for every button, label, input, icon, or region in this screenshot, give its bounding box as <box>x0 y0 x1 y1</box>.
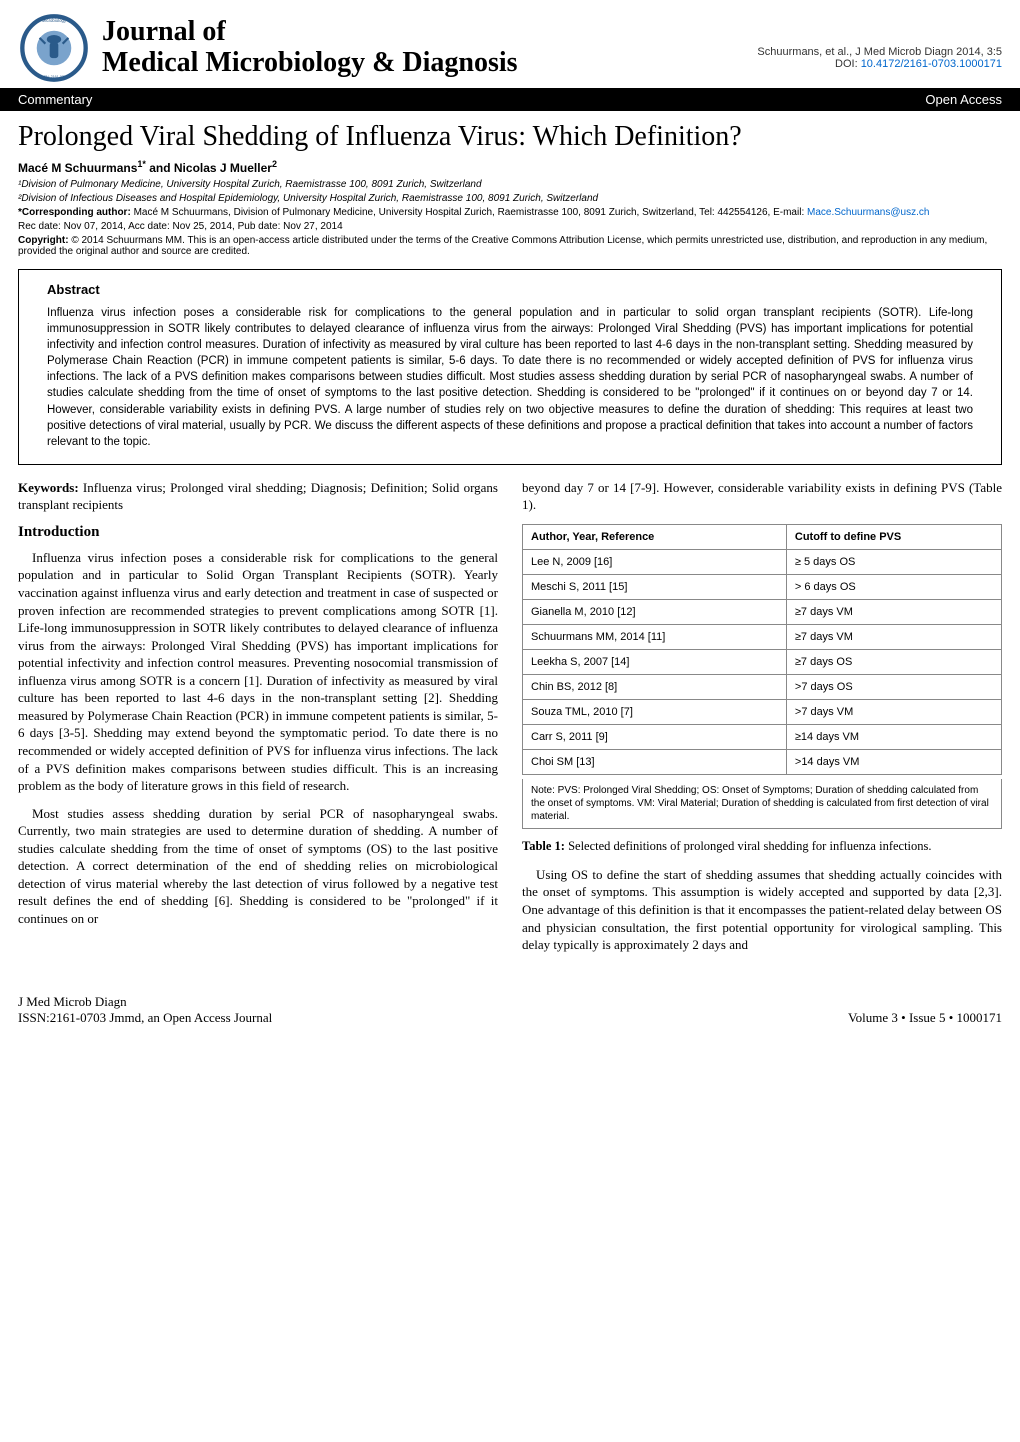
table-cell: >7 days OS <box>786 674 1001 699</box>
table-cell: Chin BS, 2012 [8] <box>523 674 787 699</box>
table-cell: Souza TML, 2010 [7] <box>523 699 787 724</box>
keywords-text: Influenza virus; Prolonged viral sheddin… <box>18 480 498 513</box>
table-caption-label: Table 1: <box>522 839 568 853</box>
table-cell: ≥ 5 days OS <box>786 549 1001 574</box>
right-top-para: beyond day 7 or 14 [7-9]. However, consi… <box>522 479 1002 514</box>
table-cell: ≥7 days OS <box>786 649 1001 674</box>
table-cell: Gianella M, 2010 [12] <box>523 599 787 624</box>
corr-text: Macé M Schuurmans, Division of Pulmonary… <box>134 207 807 218</box>
table-cell: Carr S, 2011 [9] <box>523 724 787 749</box>
journal-logo-icon: Microbiology ISSN: 2161-0703 <box>18 12 90 84</box>
doi-label: DOI: <box>835 58 861 70</box>
svg-text:ISSN: 2161-0703: ISSN: 2161-0703 <box>40 75 68 79</box>
journal-name-line1: Journal of <box>102 17 757 48</box>
table-row: Meschi S, 2011 [15]> 6 days OS <box>523 574 1002 599</box>
author-1: Macé M Schuurmans <box>18 161 137 175</box>
authors-line: Macé M Schuurmans1* and Nicolas J Muelle… <box>0 159 1020 179</box>
copyright-text: © 2014 Schuurmans MM. This is an open-ac… <box>18 235 987 257</box>
table-cell: ≥7 days VM <box>786 599 1001 624</box>
table-cell: > 6 days OS <box>786 574 1001 599</box>
author-2-sup: 2 <box>272 159 277 169</box>
citation-text: Schuurmans, et al., J Med Microb Diagn 2… <box>757 46 1002 58</box>
intro-para-2: Most studies assess shedding duration by… <box>18 805 498 928</box>
corresponding-author: *Corresponding author: Macé M Schuurmans… <box>0 207 1020 221</box>
author-1-sup: 1* <box>137 159 146 169</box>
journal-name-line2: Medical Microbiology & Diagnosis <box>102 48 757 79</box>
table-cell: ≥14 days VM <box>786 724 1001 749</box>
dates-text: Rec date: Nov 07, 2014, Acc date: Nov 25… <box>18 221 343 232</box>
table-footnote: Note: PVS: Prolonged Viral Shedding; OS:… <box>522 779 1002 829</box>
footer-issn: ISSN:2161-0703 Jmmd, an Open Access Jour… <box>18 1010 272 1026</box>
footer-volume: Volume 3 • Issue 5 • 1000171 <box>848 1010 1002 1026</box>
table-cell: >7 days VM <box>786 699 1001 724</box>
table-col-1-header: Author, Year, Reference <box>523 524 787 549</box>
table-row: Schuurmans MM, 2014 [11]≥7 days VM <box>523 624 1002 649</box>
doi-link[interactable]: 10.4172/2161-0703.1000171 <box>861 58 1002 70</box>
author-and: and Nicolas J Mueller <box>146 161 272 175</box>
table-row: Choi SM [13]>14 days VM <box>523 749 1002 774</box>
footer-journal-abbrev: J Med Microb Diagn <box>18 994 272 1010</box>
header-citation-block: Schuurmans, et al., J Med Microb Diagn 2… <box>757 26 1002 70</box>
page-footer: J Med Microb Diagn ISSN:2161-0703 Jmmd, … <box>0 964 1020 1040</box>
article-type: Commentary <box>18 92 92 107</box>
table-caption-text: Selected definitions of prolonged viral … <box>568 839 931 853</box>
intro-heading: Introduction <box>18 524 498 541</box>
abstract-box: Abstract Influenza virus infection poses… <box>18 269 1002 465</box>
right-column: beyond day 7 or 14 [7-9]. However, consi… <box>522 479 1002 964</box>
table-cell: Lee N, 2009 [16] <box>523 549 787 574</box>
table-cell: ≥7 days VM <box>786 624 1001 649</box>
table-cell: Leekha S, 2007 [14] <box>523 649 787 674</box>
abstract-heading: Abstract <box>47 282 973 297</box>
keywords-para: Keywords: Influenza virus; Prolonged vir… <box>18 479 498 514</box>
page-header: Microbiology ISSN: 2161-0703 Journal of … <box>0 0 1020 84</box>
table-row: Souza TML, 2010 [7]>7 days VM <box>523 699 1002 724</box>
article-dates: Rec date: Nov 07, 2014, Acc date: Nov 25… <box>0 221 1020 235</box>
table-header-row: Author, Year, Reference Cutoff to define… <box>523 524 1002 549</box>
corr-email-link[interactable]: Mace.Schuurmans@usz.ch <box>807 207 929 218</box>
table-cell: >14 days VM <box>786 749 1001 774</box>
copyright-line: Copyright: © 2014 Schuurmans MM. This is… <box>0 235 1020 265</box>
table-1-caption: Table 1: Selected definitions of prolong… <box>522 839 1002 854</box>
doi-line: DOI: 10.4172/2161-0703.1000171 <box>757 58 1002 70</box>
section-type-bar: Commentary Open Access <box>0 88 1020 111</box>
affiliation-2: ²Division of Infectious Diseases and Hos… <box>0 193 1020 207</box>
table-row: Gianella M, 2010 [12]≥7 days VM <box>523 599 1002 624</box>
svg-text:Microbiology: Microbiology <box>42 18 67 23</box>
table-col-2-header: Cutoff to define PVS <box>786 524 1001 549</box>
abstract-text: Influenza virus infection poses a consid… <box>47 305 973 450</box>
keywords-label: Keywords: <box>18 480 83 495</box>
table-row: Chin BS, 2012 [8]>7 days OS <box>523 674 1002 699</box>
pvs-definitions-table: Author, Year, Reference Cutoff to define… <box>522 524 1002 775</box>
intro-para-1: Influenza virus infection poses a consid… <box>18 549 498 795</box>
table-cell: Choi SM [13] <box>523 749 787 774</box>
right-para-3: Using OS to define the start of shedding… <box>522 866 1002 954</box>
corr-label: *Corresponding author: <box>18 207 134 218</box>
copyright-label: Copyright: <box>18 235 71 246</box>
journal-name-block: Journal of Medical Microbiology & Diagno… <box>102 17 757 79</box>
affiliation-1: ¹Division of Pulmonary Medicine, Univers… <box>0 179 1020 193</box>
footer-left: J Med Microb Diagn ISSN:2161-0703 Jmmd, … <box>18 994 272 1026</box>
table-row: Leekha S, 2007 [14]≥7 days OS <box>523 649 1002 674</box>
table-cell: Schuurmans MM, 2014 [11] <box>523 624 787 649</box>
open-access-label: Open Access <box>925 92 1002 107</box>
article-title: Prolonged Viral Shedding of Influenza Vi… <box>0 111 1020 159</box>
table-cell: Meschi S, 2011 [15] <box>523 574 787 599</box>
left-column: Keywords: Influenza virus; Prolonged vir… <box>18 479 498 964</box>
table-row: Carr S, 2011 [9]≥14 days VM <box>523 724 1002 749</box>
table-row: Lee N, 2009 [16]≥ 5 days OS <box>523 549 1002 574</box>
two-column-body: Keywords: Influenza virus; Prolonged vir… <box>0 479 1020 964</box>
